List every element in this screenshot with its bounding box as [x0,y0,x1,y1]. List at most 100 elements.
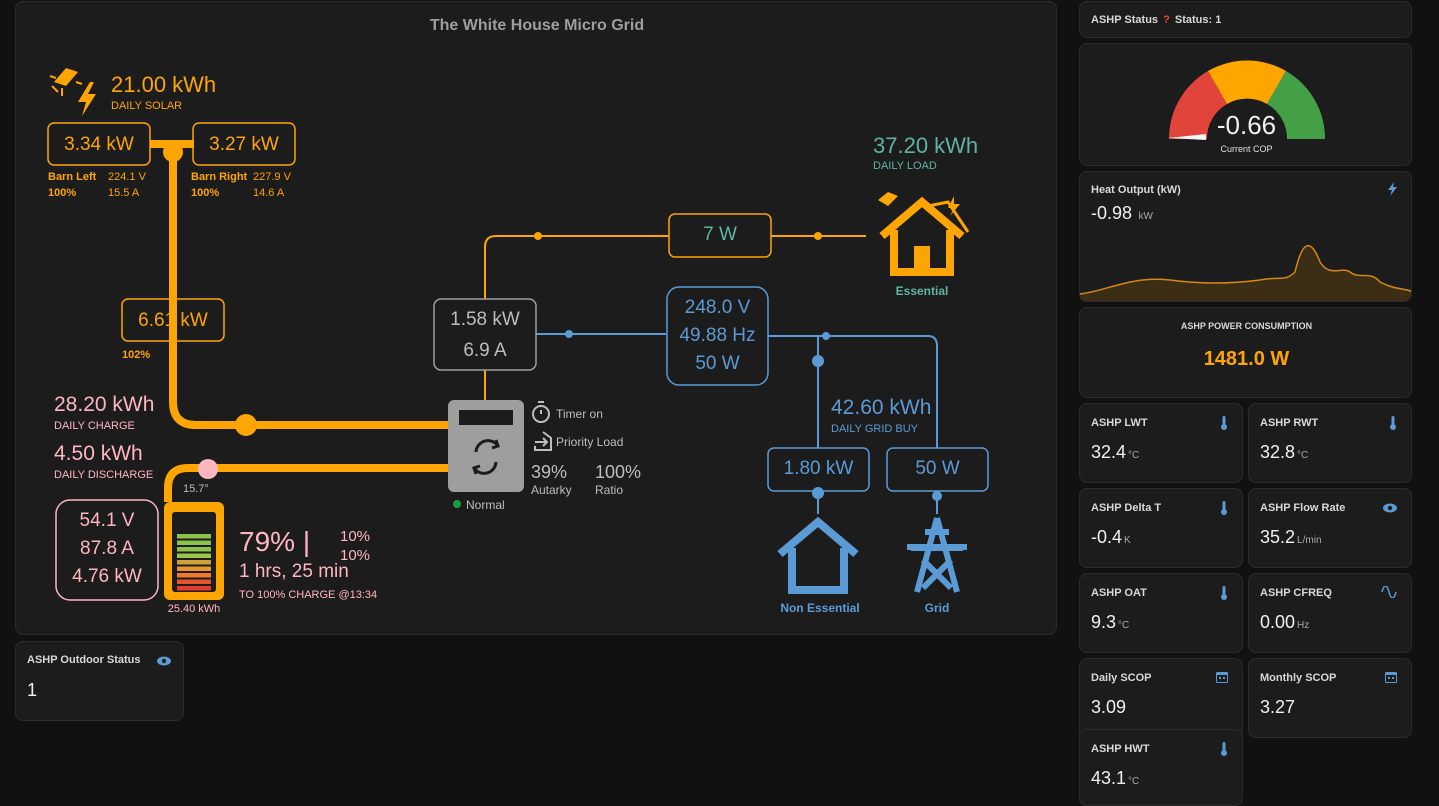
grid-power[interactable]: 50 W [695,353,740,374]
battery-temp: 15.7° [183,483,209,495]
tile-daily-scop[interactable]: Daily SCOP 3.09 [1079,658,1243,738]
pv-flow-dot [235,414,257,436]
non-essential-power[interactable]: 1.80 kW [783,458,854,479]
pv1-power[interactable]: 3.34 kW [64,134,134,155]
battery-level-bar [177,573,211,578]
thermometer-icon [1220,586,1228,603]
tile-unit: °C [1118,620,1130,631]
tile-ashp-delta-t[interactable]: ASHP Delta T -0.4 K [1079,488,1243,568]
power-consumption-title: ASHP POWER CONSUMPTION [1180,321,1313,331]
tile-value: -0.4 [1091,527,1123,547]
tile-ashp-cfreq[interactable]: ASHP CFREQ 0.00 Hz [1248,573,1412,653]
power-consumption-value: 1481.0 W [1203,348,1290,370]
heat-output-sparkline [1080,244,1411,301]
battery-time: 1 hrs, 25 min [239,561,349,582]
inverter-status: Normal [466,498,505,512]
battery-voltage[interactable]: 54.1 V [79,510,135,531]
battery-level-bar [177,540,211,545]
grid-voltage[interactable]: 248.0 V [684,297,751,318]
card-title: The White House Micro Grid [429,17,645,34]
tile-value: 32.8 [1260,442,1296,462]
tile-ashp-rwt[interactable]: ASHP RWT 32.8 °C [1248,403,1412,483]
daily-grid-buy-label: DAILY GRID BUY [831,423,919,435]
battery-min-soc-1: 10% [340,528,371,545]
battery-power[interactable]: 4.76 kW [72,566,142,587]
autarky-label: Autarky [531,483,572,497]
pv-total-percent: 102% [122,349,151,361]
essential-power[interactable]: 7 W [703,224,737,245]
tile-ashp-hwt[interactable]: ASHP HWT 43.1 °C [1079,729,1243,806]
pv2-power[interactable]: 3.27 kW [209,134,279,155]
cop-gauge-card[interactable]: -0.66 Current COP [1079,43,1412,166]
daily-discharge-label: DAILY DISCHARGE [54,469,154,481]
eye-icon [157,654,171,669]
outdoor-status-title: ASHP Outdoor Status [27,654,141,666]
outdoor-status-tile[interactable]: ASHP Outdoor Status 1 [15,641,184,721]
tile-value: 3.09 [1091,697,1127,717]
tile-unit: °C [1128,776,1140,787]
priority-load-icon [534,431,552,451]
non-essential-label: Non Essential [780,601,860,615]
calendar-icon [1385,671,1397,686]
timer-icon [532,401,550,423]
tile-monthly-scop[interactable]: Monthly SCOP 3.27 [1248,658,1412,738]
essential-house-icon [878,192,970,276]
heat-output-unit: kW [1138,211,1153,222]
tile-title: ASHP CFREQ [1260,587,1332,599]
battery-flow-dot [198,459,218,479]
gauge-needle [1168,134,1206,140]
gauge-segment-low [1168,71,1227,139]
tile-value: 3.27 [1260,697,1296,717]
battery-level-bar [177,560,211,565]
cop-gauge [1168,60,1326,140]
heat-output-card[interactable]: Heat Output (kW) -0.98 kW [1079,171,1412,302]
thermometer-icon [1389,416,1397,433]
tile-unit: Hz [1297,620,1310,631]
inverter-power[interactable]: 1.58 kW [450,309,520,330]
tile-ashp-flow-rate[interactable]: ASHP Flow Rate 35.2 L/min [1248,488,1412,568]
tile-ashp-oat[interactable]: ASHP OAT 9.3 °C [1079,573,1243,653]
inverter-status-dot [453,500,461,508]
thermometer-icon [1220,742,1228,759]
tile-title: ASHP LWT [1091,417,1148,429]
inverter-current[interactable]: 6.9 A [463,340,507,361]
tile-title: ASHP Delta T [1091,502,1162,514]
battery-level-bar [177,566,211,571]
grid-frequency[interactable]: 49.88 Hz [679,325,756,346]
tile-unit: °C [1128,450,1140,461]
tile-unit: L/min [1297,535,1322,546]
pv1-current: 15.5 A [108,187,140,199]
grid-tower-icon [907,517,967,593]
battery-current[interactable]: 87.8 A [80,538,134,559]
tile-title: ASHP RWT [1260,417,1319,429]
pv2-name: Barn Right [191,171,248,183]
battery-soc[interactable]: 79% | [239,526,311,557]
battery-capacity: 25.40 kWh [167,603,221,615]
outdoor-status-value: 1 [27,680,38,700]
tile-value: 43.1 [1091,768,1127,788]
ashp-status-tile[interactable]: ASHP Status ? Status: 1 [1079,1,1412,38]
power-consumption-card[interactable]: ASHP POWER CONSUMPTION 1481.0 W [1079,307,1412,398]
pv2-current: 14.6 A [253,187,285,199]
heat-output-title: Heat Output (kW) [1091,184,1181,196]
daily-discharge-value: 4.50 kWh [54,442,143,465]
daily-solar-label: DAILY SOLAR [111,100,183,112]
daily-charge-label: DAILY CHARGE [54,420,135,432]
pv1-name: Barn Left [48,171,97,183]
pv1-percent: 100% [48,187,77,199]
tile-unit: K [1124,535,1131,546]
grid-meter-power[interactable]: 50 W [915,458,960,479]
pv1-voltage: 224.1 V [108,171,146,183]
ratio-label: Ratio [595,483,624,497]
daily-charge-value: 28.20 kWh [54,393,155,416]
tile-ashp-lwt[interactable]: ASHP LWT 32.4 °C [1079,403,1243,483]
daily-load-label: DAILY LOAD [873,160,937,172]
flash-icon [1388,182,1397,199]
pv-total-power[interactable]: 6.61 kW [138,310,208,331]
sine-wave-icon [1381,585,1397,601]
ashp-status-value: Status: 1 [1174,14,1222,26]
solar-flow-dot [163,142,183,162]
tile-unit: °C [1297,450,1309,461]
battery-min-soc-2: 10% [340,547,371,564]
tile-value: 0.00 [1260,612,1296,632]
